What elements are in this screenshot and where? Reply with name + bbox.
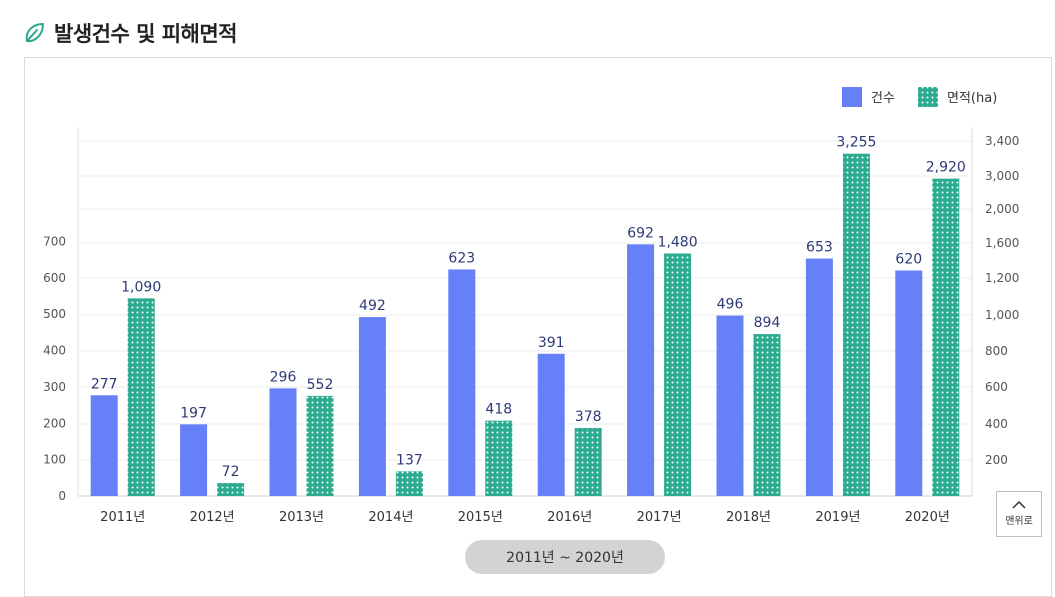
- y-left-tick-label: 300: [43, 380, 66, 394]
- y-left-tick-label: 100: [43, 453, 66, 467]
- x-tick-label: 2015년: [458, 510, 503, 525]
- x-tick-label: 2012년: [190, 510, 235, 525]
- data-label-count: 197: [180, 405, 207, 421]
- data-label-area: 2,920: [926, 160, 966, 176]
- y-left-tick-label: 700: [43, 234, 66, 248]
- y-left-tick-label: 200: [43, 416, 66, 430]
- bar-area: [753, 334, 781, 496]
- data-label-area: 1,090: [121, 279, 161, 295]
- data-label-count: 623: [448, 250, 475, 266]
- y-right-tick-label: 800: [985, 344, 1008, 358]
- data-label-count: 296: [270, 369, 297, 385]
- y-right-tick-label: 600: [985, 380, 1008, 394]
- back-to-top-label: 맨위로: [1005, 516, 1033, 527]
- page-title: 발생건수 및 피해면적: [54, 22, 238, 46]
- bar-area: [127, 298, 155, 496]
- bar-area: [574, 427, 602, 496]
- data-label-count: 653: [806, 240, 833, 256]
- legend-swatch-area: [918, 87, 938, 107]
- legend-label-area: 면적(ha): [947, 91, 997, 106]
- y-left-tick-label: 600: [43, 271, 66, 285]
- data-label-area: 1,480: [658, 235, 698, 251]
- x-tick-label: 2020년: [905, 510, 950, 525]
- y-right-tick-label: 1,200: [985, 271, 1019, 285]
- data-label-area: 378: [575, 409, 602, 425]
- data-label-area: 72: [222, 464, 240, 480]
- y-right-tick-label: 1,000: [985, 308, 1019, 322]
- x-tick-label: 2013년: [279, 510, 324, 525]
- chevron-up-icon: [1012, 501, 1026, 509]
- x-tick-label: 2017년: [637, 510, 682, 525]
- x-tick-label: 2014년: [368, 510, 413, 525]
- data-label-area: 3,255: [836, 135, 876, 151]
- bar-count: [805, 258, 833, 496]
- y-left-tick-label: 0: [58, 489, 66, 503]
- page-heading: 발생건수 및 피해면적: [22, 18, 238, 48]
- period-selector[interactable]: 2011년 ~ 2020년: [465, 540, 665, 574]
- y-right-tick-label: 3,400: [985, 134, 1019, 148]
- y-right-tick-label: 400: [985, 417, 1008, 431]
- bar-count: [716, 315, 744, 496]
- data-label-area: 418: [485, 402, 512, 418]
- bar-count: [358, 317, 386, 496]
- bar-count: [269, 388, 297, 496]
- bar-area: [217, 483, 245, 496]
- bar-area: [932, 178, 960, 496]
- bar-area: [485, 420, 513, 496]
- bar-area: [842, 153, 870, 496]
- x-tick-label: 2018년: [726, 510, 771, 525]
- bar-count: [895, 270, 923, 496]
- back-to-top-button[interactable]: 맨위로: [996, 491, 1042, 537]
- y-right-tick-label: 3,000: [985, 169, 1019, 183]
- legend-label-count: 건수: [871, 91, 895, 106]
- data-label-count: 391: [538, 335, 565, 351]
- bar-count: [180, 424, 208, 496]
- data-label-area: 137: [396, 452, 423, 468]
- chart: 0 100 200 300 400 500 600 700 200 400 600 800 1,000 1…: [43, 87, 1019, 525]
- y-right-tick-label: 200: [985, 453, 1008, 467]
- leaf-icon: [25, 22, 45, 43]
- y-right-tick-label: 2,000: [985, 202, 1019, 216]
- y-right-tick-label: 1,600: [985, 236, 1019, 250]
- data-label-count: 492: [359, 298, 386, 314]
- chart-panel: [24, 57, 1052, 597]
- x-tick-label: 2019년: [815, 510, 860, 525]
- legend-swatch-count: [842, 87, 862, 107]
- data-label-count: 692: [627, 225, 654, 241]
- bar-area: [306, 395, 334, 496]
- bar-count: [448, 269, 476, 496]
- data-label-count: 620: [895, 252, 922, 268]
- y-left-tick-label: 400: [43, 344, 66, 358]
- bar-count: [537, 353, 565, 496]
- bar-area: [664, 253, 692, 496]
- data-label-count: 277: [91, 376, 118, 392]
- bar-area: [395, 471, 423, 496]
- bar-count: [627, 244, 655, 496]
- x-tick-label: 2016년: [547, 510, 592, 525]
- data-label-count: 496: [717, 297, 744, 313]
- data-label-area: 552: [307, 377, 334, 393]
- y-left-tick-label: 500: [43, 307, 66, 321]
- x-tick-label: 2011년: [100, 510, 145, 525]
- data-label-area: 894: [754, 315, 781, 331]
- bar-count: [90, 395, 118, 496]
